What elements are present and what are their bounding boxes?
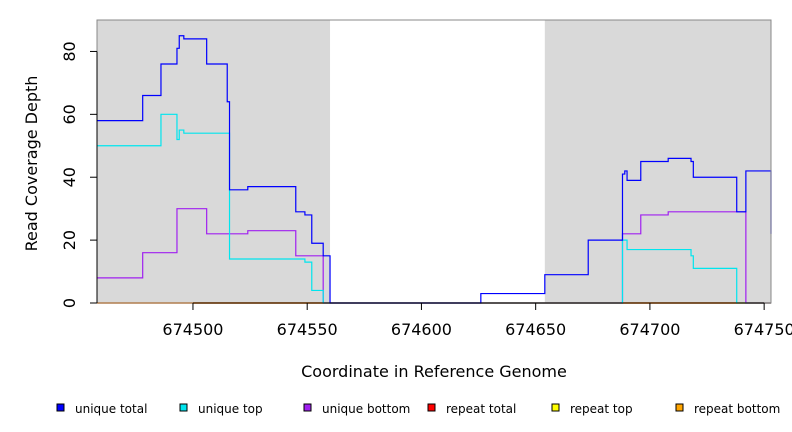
y-tick-label: 40 [60, 167, 79, 187]
y-tick-label: 60 [60, 104, 79, 124]
x-axis-title: Coordinate in Reference Genome [301, 362, 567, 381]
legend-label: unique total [75, 402, 147, 416]
legend-label: repeat total [446, 402, 516, 416]
legend-swatch [303, 403, 312, 412]
x-tick-label: 674750 [734, 320, 792, 339]
y-axis-title: Read Coverage Depth [22, 76, 41, 252]
y-axis: 0 20 40 60 80 [60, 41, 98, 308]
series-line-unique-bottom [97, 208, 771, 304]
legend-label: unique top [198, 402, 263, 416]
series-line-unique-total [97, 35, 772, 304]
legend-label: unique bottom [322, 402, 410, 416]
x-tick-label: 674650 [505, 320, 566, 339]
x-tick-label: 674500 [162, 320, 223, 339]
legend-label: repeat bottom [694, 402, 780, 416]
y-tick-label: 0 [60, 298, 79, 308]
legend-swatch [675, 403, 684, 412]
shaded-region-0 [97, 20, 331, 303]
legend-swatch [551, 403, 560, 412]
y-tick-label: 80 [60, 41, 79, 61]
x-tick-label: 674550 [277, 320, 338, 339]
series-line-unique-top [97, 113, 771, 304]
legend-label: repeat top [570, 402, 633, 416]
x-axis: 674500 674550 674600 674650 674700 674750 [162, 302, 792, 339]
y-tick-label: 20 [60, 230, 79, 250]
legend-swatch [179, 403, 188, 412]
x-tick-label: 674700 [619, 320, 680, 339]
legend-swatch [427, 403, 436, 412]
shaded-regions [97, 20, 771, 303]
legend: unique total unique top unique bottom repea… [56, 402, 780, 416]
x-tick-label: 674600 [391, 320, 452, 339]
legend-swatch [56, 403, 65, 412]
